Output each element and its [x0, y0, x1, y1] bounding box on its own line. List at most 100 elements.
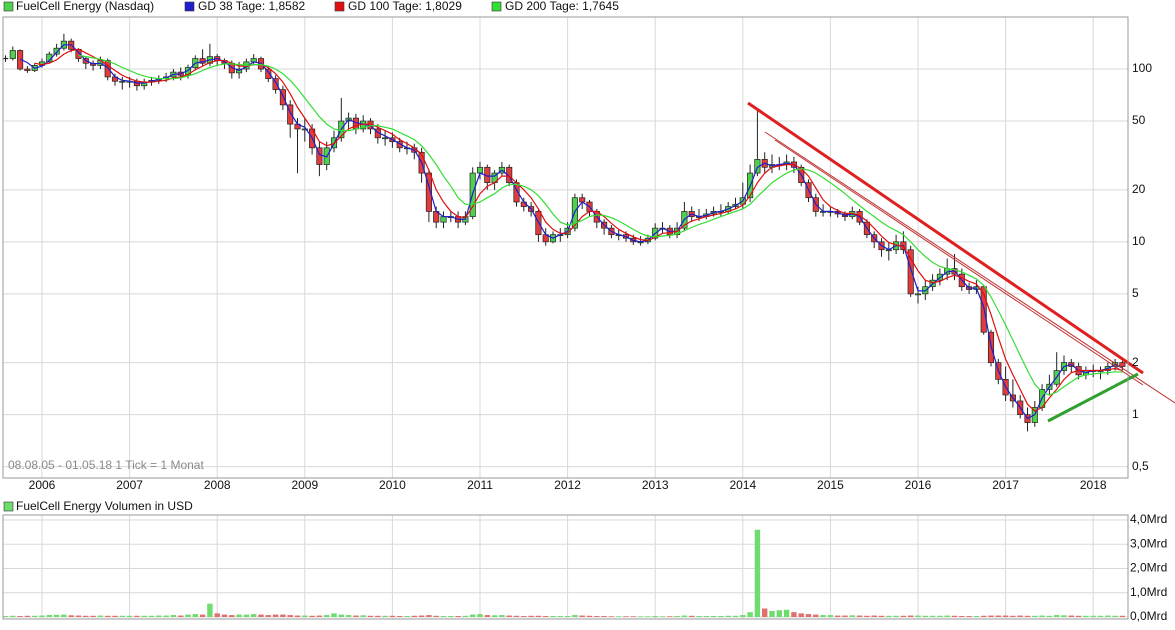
- volume-bar: [835, 615, 841, 617]
- candle-body: [907, 249, 914, 295]
- x-tick-label: 2009: [291, 478, 318, 492]
- volume-bar: [61, 614, 67, 617]
- volume-bar: [83, 615, 89, 617]
- candle-body: [119, 80, 126, 83]
- volume-bar: [791, 612, 797, 617]
- volume-bar: [528, 615, 534, 617]
- volume-bar: [477, 614, 483, 617]
- volume-bar: [426, 615, 432, 617]
- moving-average-line: [19, 44, 1123, 420]
- y-tick-label: 1,0Mrd: [1130, 585, 1167, 599]
- marks-layer: [2, 33, 1126, 617]
- volume-bar: [1075, 615, 1082, 617]
- volume-bar: [397, 616, 403, 617]
- volume-bar: [1119, 615, 1126, 617]
- volume-bar: [68, 615, 74, 617]
- y-tick-label: 2,0Mrd: [1130, 561, 1167, 575]
- volume-bar: [272, 614, 279, 617]
- volume-bar: [944, 615, 950, 617]
- volume-bar: [937, 615, 943, 617]
- volume-bar: [170, 615, 177, 617]
- volume-bar: [24, 615, 31, 617]
- volume-bar: [805, 614, 812, 617]
- volume-bar: [608, 616, 615, 617]
- volume-bar: [718, 616, 724, 617]
- volume-bar: [922, 615, 928, 617]
- volume-bar: [951, 615, 958, 617]
- moving-average-line: [78, 54, 1123, 396]
- moving-average-line: [34, 48, 1123, 412]
- volume-bar: [798, 613, 804, 617]
- volume-bar: [10, 615, 16, 617]
- y-tick-label: 100: [1132, 61, 1152, 75]
- volume-bar: [929, 615, 936, 617]
- y-tick-label: 0,0Mrd: [1130, 609, 1167, 623]
- candle-body: [104, 60, 111, 78]
- volume-bar: [594, 616, 600, 617]
- x-tick-label: 2012: [554, 478, 581, 492]
- legend: FuelCell Energy (Nasdaq) GD 38 Tage: 1,85…: [3, 0, 619, 513]
- volume-bar: [900, 615, 907, 617]
- legend-title: FuelCell Energy Volumen in USD: [16, 499, 193, 513]
- x-tick-label: 2014: [729, 478, 756, 492]
- volume-bar: [75, 615, 82, 617]
- volume-bar: [564, 616, 571, 617]
- volume-bar: [32, 615, 38, 617]
- volume-bar: [1024, 615, 1031, 617]
- volume-bar: [579, 615, 585, 617]
- volume-bar: [988, 615, 994, 617]
- volume-bar: [645, 616, 651, 617]
- volume-bar: [1105, 615, 1111, 617]
- volume-bar: [178, 615, 184, 617]
- volume-bar: [90, 615, 96, 617]
- volume-bar: [1083, 615, 1089, 617]
- volume-bar: [1017, 615, 1023, 617]
- x-tick-label: 2018: [1080, 478, 1107, 492]
- volume-bar: [491, 615, 498, 617]
- volume-bar: [820, 615, 826, 617]
- volume-bar: [637, 616, 644, 617]
- volume-bar: [39, 615, 45, 617]
- y-tick-label: 10: [1132, 234, 1146, 248]
- x-tick-label: 2010: [379, 478, 406, 492]
- volume-bar: [411, 615, 417, 617]
- volume-bar: [973, 616, 980, 617]
- y-tick-label: 5: [1132, 286, 1139, 300]
- candle-body: [9, 50, 16, 59]
- y-tick-label: 4,0Mrd: [1130, 512, 1167, 526]
- volume-bar: [740, 615, 746, 617]
- volume-bar: [601, 616, 607, 617]
- volume-bar: [462, 615, 469, 617]
- volume-bar: [251, 614, 257, 617]
- volume-bar: [856, 615, 863, 617]
- volume-bar: [966, 616, 972, 617]
- candle-body: [24, 68, 31, 71]
- plot-frame: [2, 16, 1129, 479]
- volume-bar: [236, 614, 242, 617]
- candle-body: [272, 78, 279, 90]
- volume-bar: [484, 615, 490, 617]
- volume-bar: [776, 610, 782, 617]
- candle-body: [506, 166, 513, 184]
- volume-bar: [499, 615, 505, 617]
- volume-bar: [769, 610, 775, 617]
- volume-bar: [827, 615, 834, 617]
- volume-bar: [1032, 615, 1038, 617]
- volume-bar: [389, 615, 396, 617]
- trendline: [747, 101, 1144, 375]
- volume-bar: [586, 615, 593, 617]
- volume-bar: [192, 614, 198, 617]
- volume-bar: [433, 615, 439, 617]
- legend-swatch: [334, 1, 345, 12]
- x-tick-label: 2006: [29, 478, 56, 492]
- volume-bar: [1039, 615, 1045, 617]
- volume-bar: [630, 616, 636, 617]
- volume-bar: [17, 616, 23, 617]
- x-tick-label: 2015: [817, 478, 844, 492]
- volume-bar: [681, 615, 688, 617]
- volume-bar: [1097, 615, 1104, 617]
- volume-bar: [53, 614, 60, 617]
- volume-bar: [1090, 615, 1096, 617]
- x-tick-label: 2007: [116, 478, 143, 492]
